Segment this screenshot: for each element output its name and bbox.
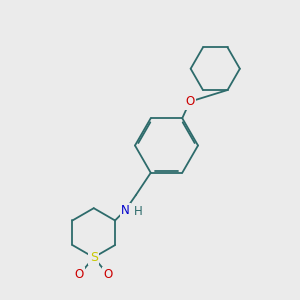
- Text: O: O: [103, 268, 113, 281]
- Text: N: N: [121, 204, 130, 217]
- Text: O: O: [75, 268, 84, 281]
- Text: O: O: [185, 95, 194, 108]
- Text: S: S: [90, 251, 98, 264]
- Text: H: H: [134, 205, 142, 218]
